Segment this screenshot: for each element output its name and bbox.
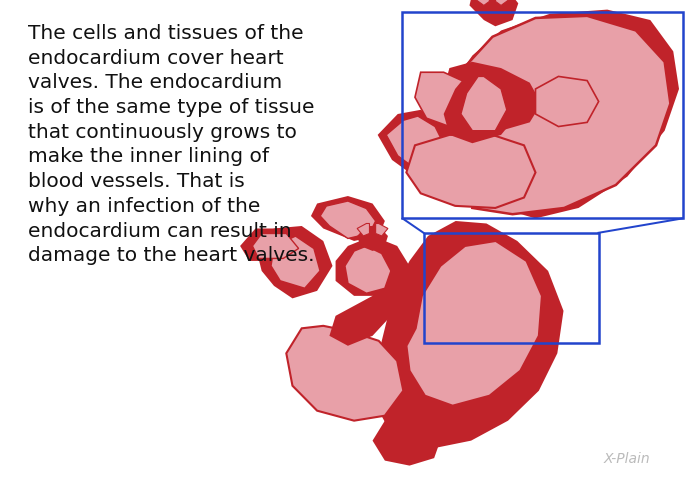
Polygon shape [311,196,385,241]
Bar [402,12,682,218]
Polygon shape [372,420,440,466]
Polygon shape [240,228,304,261]
Polygon shape [253,233,299,258]
Polygon shape [335,236,410,296]
Polygon shape [470,0,518,26]
Polygon shape [407,241,542,406]
Polygon shape [444,62,541,131]
Polygon shape [376,221,564,448]
Polygon shape [330,278,403,346]
Polygon shape [406,135,536,208]
Text: The cells and tissues of the
endocardium cover heart
valves. The endocardium
is : The cells and tissues of the endocardium… [28,24,314,265]
Polygon shape [444,68,518,143]
Polygon shape [415,72,484,129]
Polygon shape [256,226,332,299]
Polygon shape [449,16,671,214]
Polygon shape [376,224,388,236]
Polygon shape [496,0,512,5]
Polygon shape [386,116,447,170]
Polygon shape [271,236,320,288]
Bar [424,233,598,343]
Polygon shape [435,10,679,218]
Polygon shape [345,246,391,293]
Polygon shape [473,0,489,5]
Polygon shape [536,76,598,127]
Polygon shape [378,110,455,177]
Polygon shape [357,226,388,251]
Polygon shape [357,224,370,236]
Text: X-Plain: X-Plain [603,452,650,466]
Polygon shape [461,76,507,131]
Polygon shape [320,201,376,239]
Polygon shape [286,326,403,420]
